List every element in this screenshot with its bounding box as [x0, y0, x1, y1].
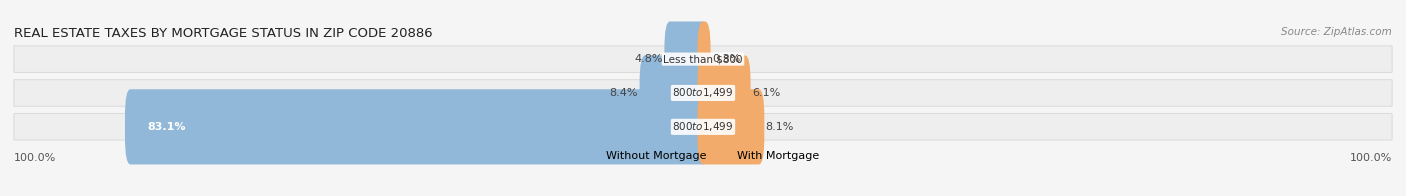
FancyBboxPatch shape	[697, 89, 765, 164]
FancyBboxPatch shape	[14, 80, 1392, 106]
FancyBboxPatch shape	[697, 55, 751, 131]
Text: 100.0%: 100.0%	[1350, 153, 1392, 163]
Text: Less than $800: Less than $800	[664, 54, 742, 64]
Text: 8.4%: 8.4%	[610, 88, 638, 98]
Text: 6.1%: 6.1%	[752, 88, 780, 98]
Text: REAL ESTATE TAXES BY MORTGAGE STATUS IN ZIP CODE 20886: REAL ESTATE TAXES BY MORTGAGE STATUS IN …	[14, 27, 433, 40]
Legend: Without Mortgage, With Mortgage: Without Mortgage, With Mortgage	[588, 150, 818, 161]
FancyBboxPatch shape	[640, 55, 709, 131]
FancyBboxPatch shape	[14, 114, 1392, 140]
FancyBboxPatch shape	[14, 46, 1392, 72]
Text: $800 to $1,499: $800 to $1,499	[672, 86, 734, 99]
Text: 8.1%: 8.1%	[766, 122, 794, 132]
FancyBboxPatch shape	[665, 22, 709, 97]
Text: Source: ZipAtlas.com: Source: ZipAtlas.com	[1281, 27, 1392, 37]
Text: 100.0%: 100.0%	[14, 153, 56, 163]
FancyBboxPatch shape	[697, 22, 710, 97]
FancyBboxPatch shape	[125, 89, 709, 164]
Text: 4.8%: 4.8%	[634, 54, 664, 64]
Text: 0.3%: 0.3%	[711, 54, 740, 64]
Text: 83.1%: 83.1%	[148, 122, 186, 132]
Text: $800 to $1,499: $800 to $1,499	[672, 120, 734, 133]
